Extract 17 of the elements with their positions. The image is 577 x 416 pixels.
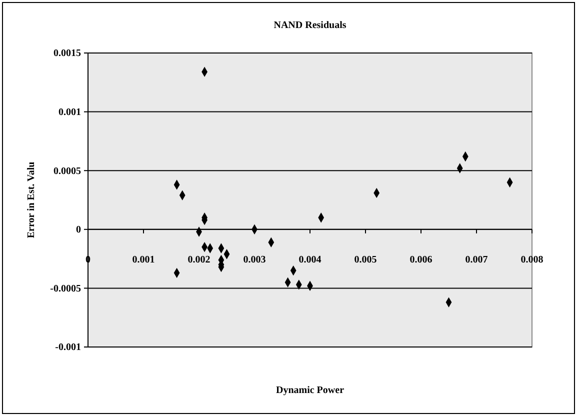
y-tick-label: 0 [76, 224, 81, 236]
x-axis-title: Dynamic Power [276, 385, 345, 396]
x-tick-label: 0.001 [132, 254, 155, 266]
x-tick-label: 0.005 [354, 254, 377, 266]
y-tick-label: 0.0015 [54, 48, 81, 60]
x-tick-label: 0.008 [520, 254, 544, 266]
x-tick-label: 0.007 [465, 254, 488, 266]
y-tick-label: -0.0005 [50, 283, 81, 294]
x-tick-label: 0.003 [243, 254, 266, 266]
x-tick-label: 0.002 [188, 254, 210, 266]
y-tick-label: -0.001 [55, 342, 81, 354]
y-axis-title: Error in Est. Valu [26, 161, 37, 238]
chart-title: NAND Residuals [274, 20, 346, 31]
y-tick-label: 0.001 [58, 107, 81, 118]
x-tick-label: 0.006 [410, 254, 432, 266]
y-tick-label: 0.0005 [54, 166, 81, 177]
x-tick-label: 0.004 [298, 254, 322, 266]
